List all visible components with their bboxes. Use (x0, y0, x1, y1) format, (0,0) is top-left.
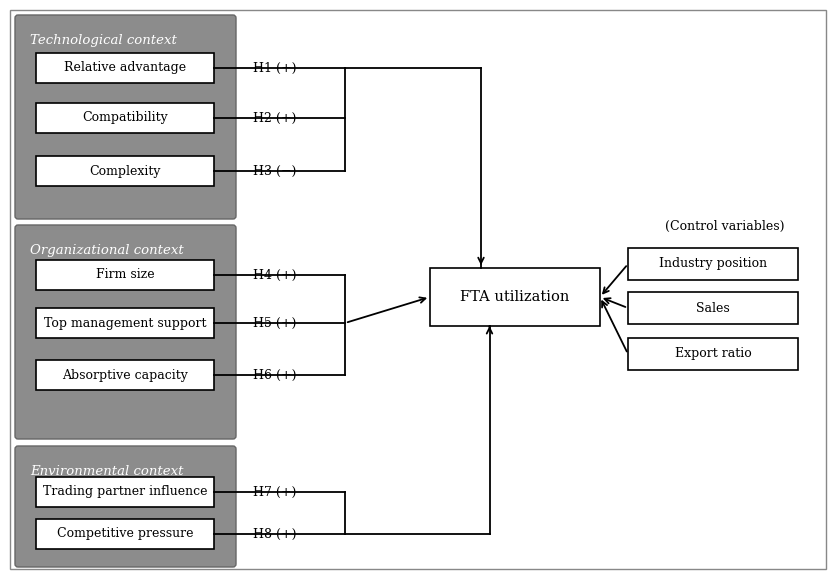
Text: H7 (+): H7 (+) (253, 486, 297, 499)
FancyBboxPatch shape (36, 156, 214, 186)
FancyBboxPatch shape (36, 260, 214, 290)
FancyBboxPatch shape (36, 103, 214, 133)
Text: Absorptive capacity: Absorptive capacity (62, 368, 188, 382)
Text: H6 (+): H6 (+) (253, 368, 297, 382)
Text: Industry position: Industry position (659, 258, 767, 270)
Text: Complexity: Complexity (89, 164, 161, 178)
Text: Relative advantage: Relative advantage (64, 61, 186, 75)
Text: Trading partner influence: Trading partner influence (43, 486, 207, 499)
Text: H4 (+): H4 (+) (253, 269, 297, 281)
FancyBboxPatch shape (430, 268, 600, 326)
Text: Competitive pressure: Competitive pressure (57, 527, 193, 541)
Text: Export ratio: Export ratio (675, 347, 752, 361)
Text: H5 (+): H5 (+) (253, 317, 297, 329)
Text: Organizational context: Organizational context (30, 244, 184, 257)
Text: FTA utilization: FTA utilization (461, 290, 569, 304)
Text: H2 (+): H2 (+) (253, 112, 297, 124)
Text: Technological context: Technological context (30, 34, 177, 47)
FancyBboxPatch shape (36, 308, 214, 338)
Text: H3 (−): H3 (−) (253, 164, 297, 178)
FancyBboxPatch shape (628, 292, 798, 324)
Text: (Control variables): (Control variables) (665, 219, 785, 233)
Text: Compatibility: Compatibility (82, 112, 168, 124)
Text: H8 (+): H8 (+) (253, 527, 297, 541)
FancyBboxPatch shape (36, 53, 214, 83)
FancyBboxPatch shape (36, 477, 214, 507)
FancyBboxPatch shape (628, 338, 798, 370)
Text: H1 (+): H1 (+) (253, 61, 297, 75)
FancyBboxPatch shape (15, 225, 236, 439)
Text: Top management support: Top management support (43, 317, 206, 329)
FancyBboxPatch shape (36, 519, 214, 549)
FancyBboxPatch shape (36, 360, 214, 390)
FancyBboxPatch shape (15, 446, 236, 567)
Text: Sales: Sales (696, 302, 730, 314)
Text: Firm size: Firm size (95, 269, 155, 281)
FancyBboxPatch shape (628, 248, 798, 280)
Text: Environmental context: Environmental context (30, 465, 183, 478)
FancyBboxPatch shape (15, 15, 236, 219)
